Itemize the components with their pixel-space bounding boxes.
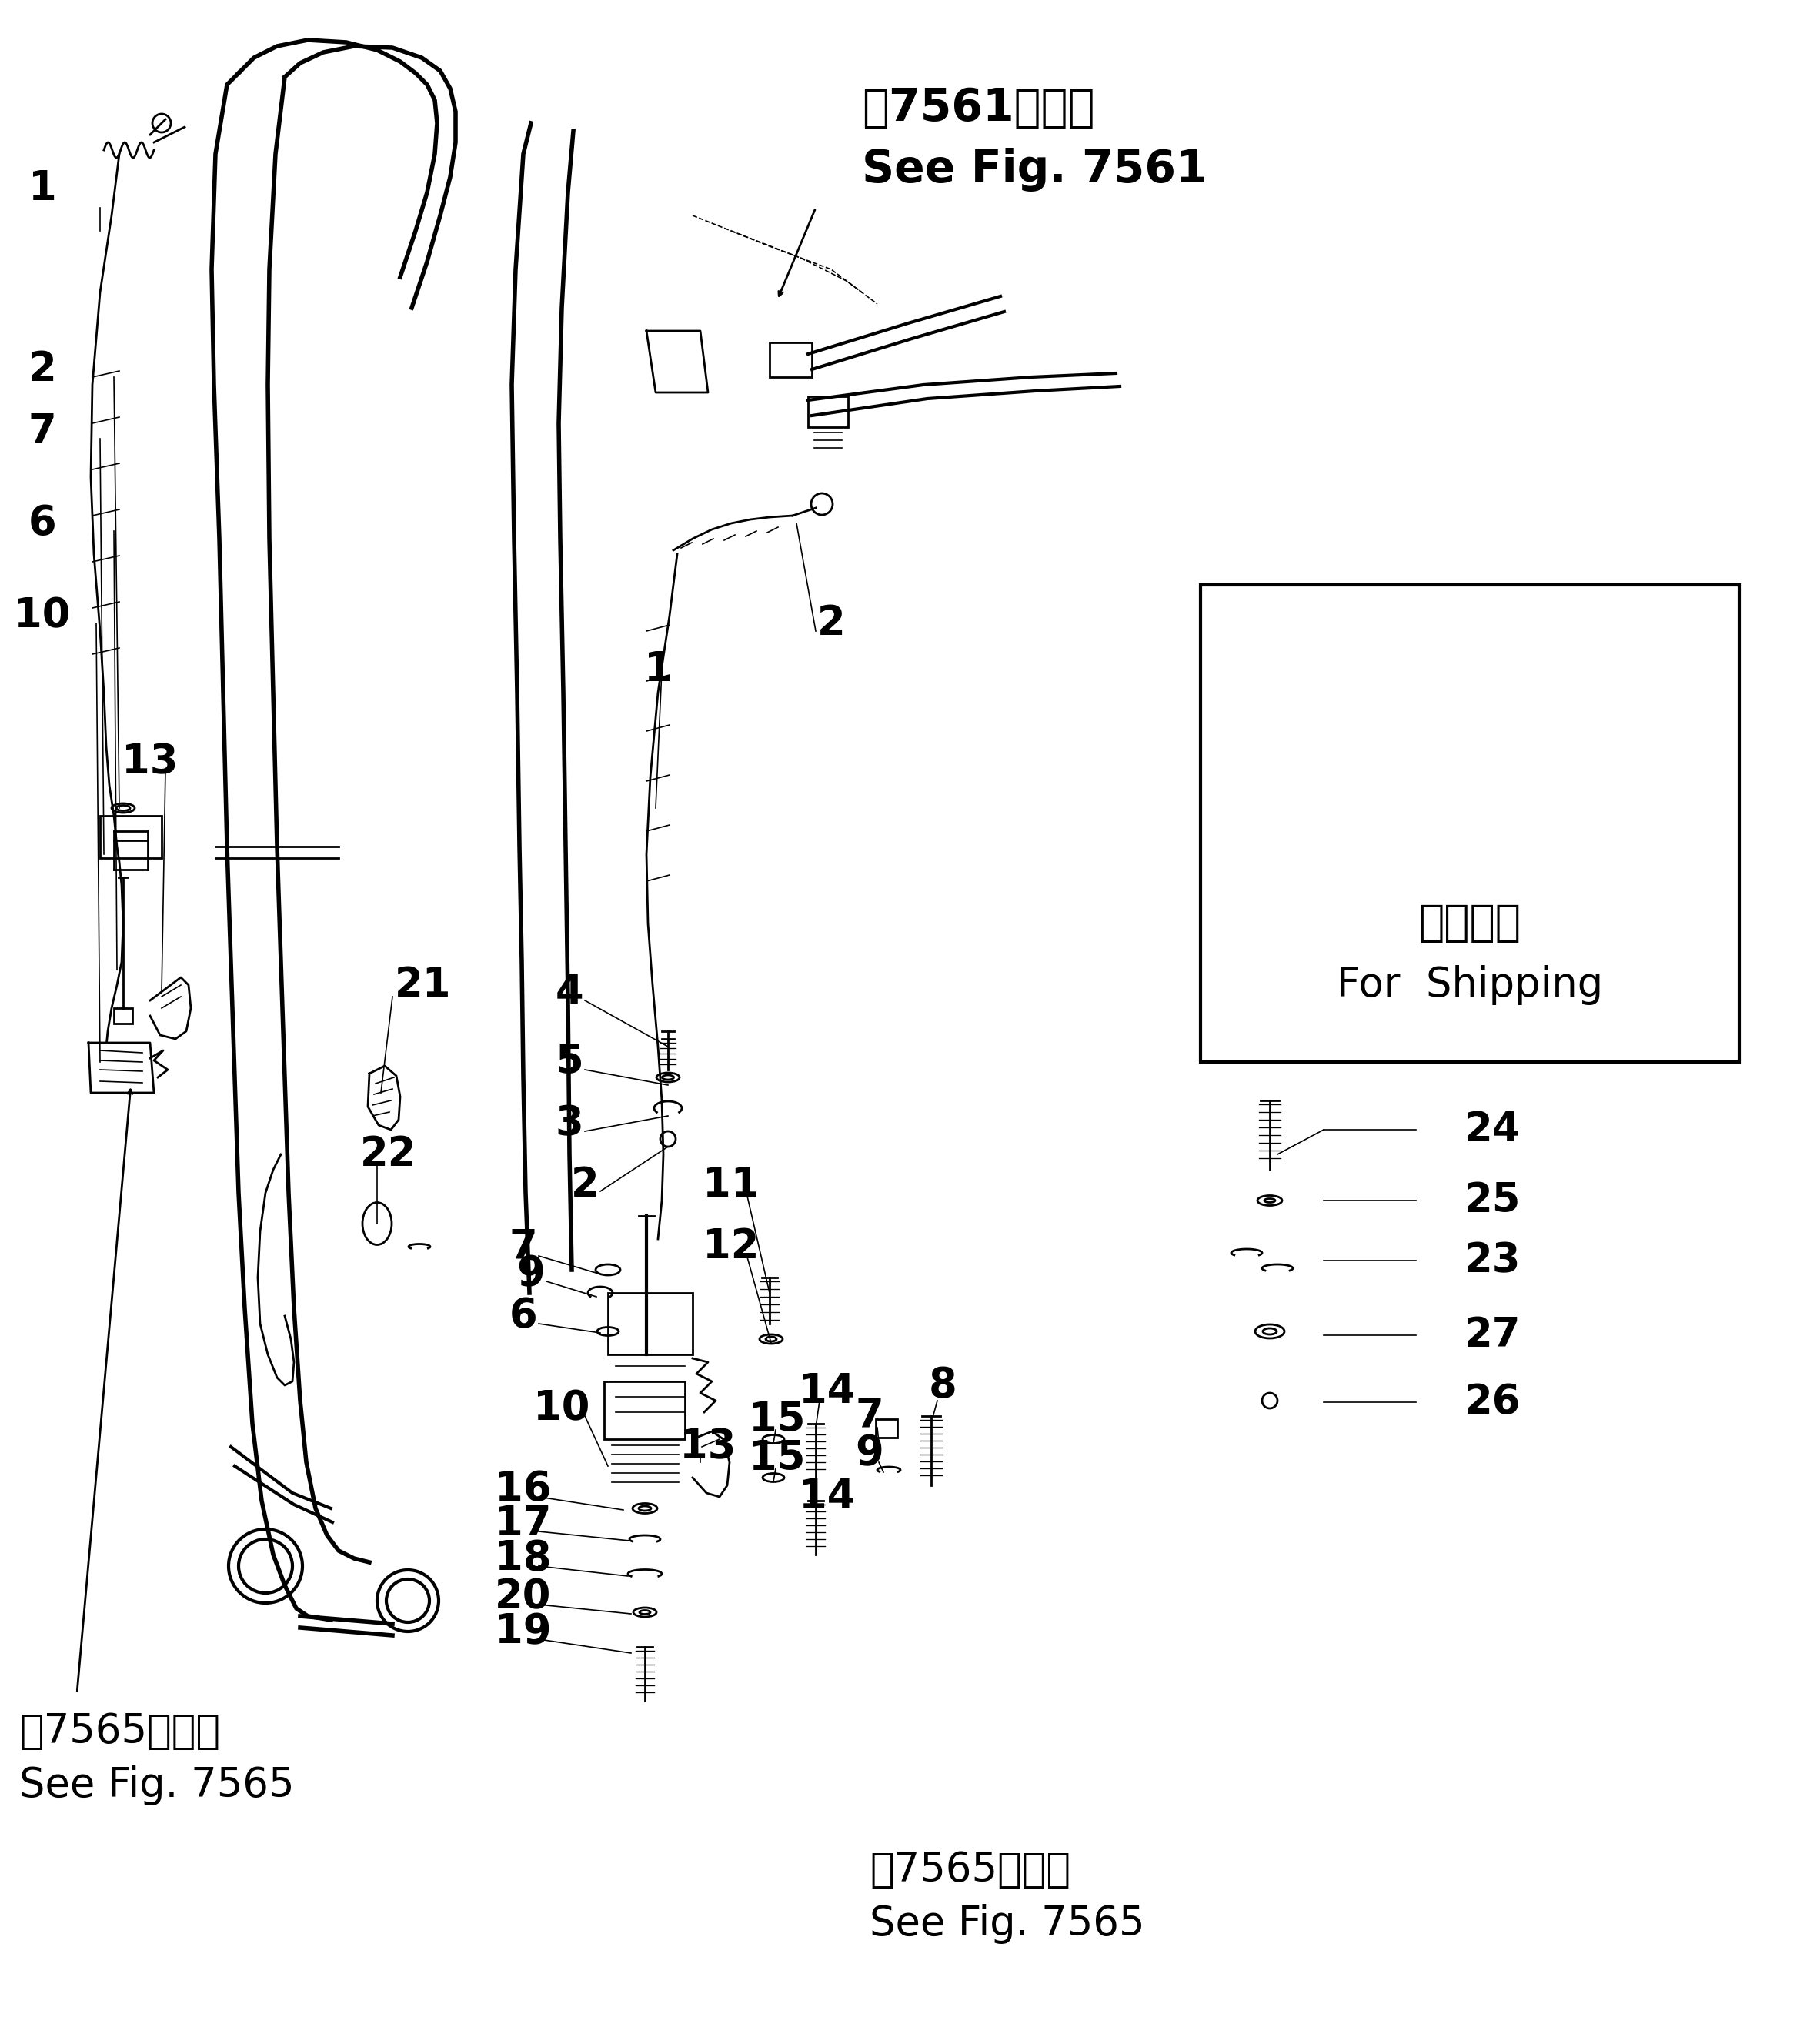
- Polygon shape: [89, 1042, 154, 1094]
- Text: 9: 9: [856, 1433, 883, 1474]
- Text: 13: 13: [681, 1427, 737, 1468]
- Text: 6: 6: [509, 1296, 538, 1337]
- Text: 27: 27: [1464, 1314, 1520, 1355]
- Text: 17: 17: [494, 1504, 552, 1543]
- Text: 14: 14: [798, 1372, 856, 1412]
- Text: 23: 23: [1464, 1241, 1520, 1282]
- Text: 2: 2: [570, 1165, 599, 1206]
- Text: 6: 6: [29, 503, 56, 544]
- Text: See Fig. 7565: See Fig. 7565: [20, 1766, 295, 1805]
- Text: 10: 10: [14, 595, 71, 636]
- Text: 26: 26: [1464, 1382, 1520, 1423]
- Bar: [1200, 585, 1739, 1063]
- Bar: [876, 1419, 898, 1437]
- Text: 10: 10: [534, 1388, 590, 1429]
- Text: 18: 18: [494, 1539, 552, 1578]
- Text: 2: 2: [816, 603, 845, 644]
- Text: 第7565図参照: 第7565図参照: [20, 1711, 221, 1752]
- Text: See Fig. 7561: See Fig. 7561: [862, 147, 1207, 192]
- Text: For  Shipping: For Shipping: [1336, 965, 1604, 1006]
- Text: 15: 15: [749, 1439, 805, 1478]
- Text: 3: 3: [556, 1104, 583, 1143]
- Text: See Fig. 7565: See Fig. 7565: [869, 1903, 1144, 1944]
- Text: 22: 22: [360, 1134, 416, 1175]
- Bar: [100, 816, 161, 858]
- Bar: [807, 397, 849, 427]
- Text: 14: 14: [798, 1478, 856, 1517]
- Text: 24: 24: [1464, 1110, 1520, 1149]
- Text: 第7561図参照: 第7561図参照: [862, 86, 1095, 129]
- Text: 13: 13: [121, 742, 179, 783]
- Text: 15: 15: [749, 1400, 805, 1439]
- Bar: [114, 1008, 132, 1024]
- Text: 19: 19: [494, 1611, 552, 1652]
- Text: 7: 7: [29, 411, 56, 452]
- Text: 9: 9: [518, 1253, 545, 1294]
- Text: 第7565図参照: 第7565図参照: [869, 1850, 1070, 1891]
- Bar: [608, 1294, 693, 1355]
- Bar: [605, 1382, 684, 1439]
- Text: 2: 2: [29, 350, 56, 390]
- Text: 12: 12: [702, 1226, 760, 1267]
- Text: 7: 7: [856, 1396, 883, 1437]
- Text: 1: 1: [29, 168, 56, 208]
- Bar: [769, 343, 813, 376]
- Text: 4: 4: [556, 973, 583, 1012]
- Polygon shape: [646, 331, 708, 392]
- Text: 16: 16: [494, 1470, 552, 1508]
- Text: 25: 25: [1464, 1181, 1520, 1220]
- Text: 21: 21: [395, 965, 451, 1006]
- Text: 11: 11: [702, 1165, 760, 1206]
- Text: 8: 8: [929, 1365, 957, 1406]
- Text: 5: 5: [556, 1042, 583, 1081]
- Text: 7: 7: [509, 1226, 538, 1267]
- Text: 1: 1: [644, 650, 672, 689]
- Text: 運搜部品: 運搜部品: [1419, 903, 1520, 944]
- Text: 20: 20: [496, 1576, 552, 1617]
